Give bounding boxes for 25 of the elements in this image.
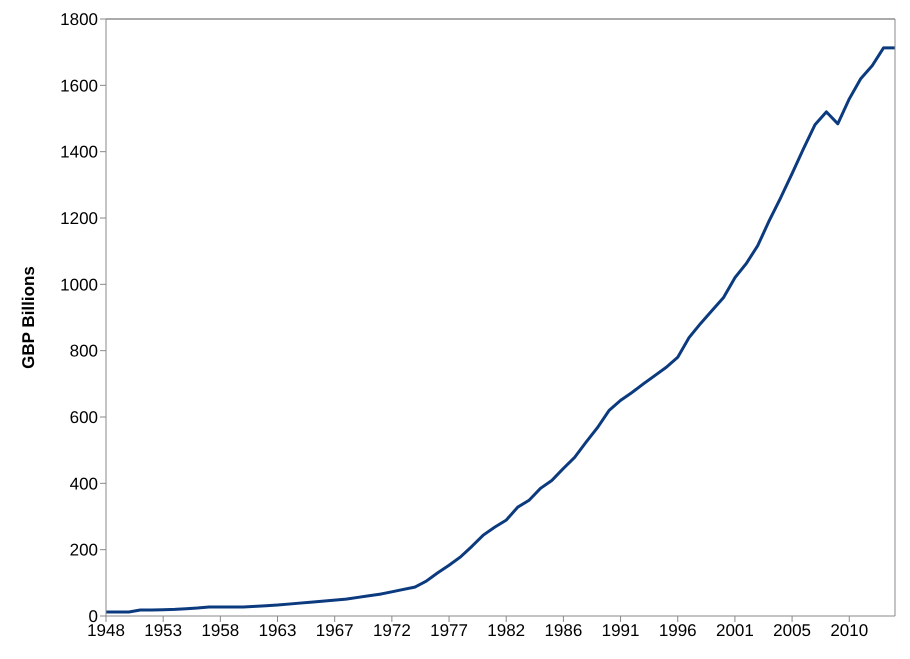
line-series <box>106 46 895 614</box>
x-tick-label: 1991 <box>602 621 640 640</box>
x-tick-label: 1948 <box>87 621 125 640</box>
y-tick-label: 1000 <box>60 275 98 294</box>
y-tick-label: 200 <box>70 540 98 560</box>
y-tick-label: 600 <box>70 408 98 428</box>
y-tick-label: 1800 <box>60 10 98 30</box>
x-tick-label: 1967 <box>316 621 354 640</box>
y-tick-label: 1400 <box>60 142 98 162</box>
x-tick-label: 2005 <box>773 621 811 640</box>
x-tick-label: 1996 <box>658 621 697 640</box>
x-tick-label: 1986 <box>544 621 582 640</box>
y-tick-label: 400 <box>70 474 98 494</box>
x-tick-label: 1972 <box>372 621 411 640</box>
y-tick-label: 800 <box>70 342 98 361</box>
y-axis-title: GBP Billions <box>19 266 38 369</box>
x-tick-label: 1958 <box>201 621 240 640</box>
y-tick-label: 1600 <box>60 76 98 96</box>
y-tick-label: 1200 <box>60 209 98 228</box>
x-tick-label: 2001 <box>716 621 754 640</box>
x-tick-label: 2010 <box>830 621 868 640</box>
x-tick-label: 1977 <box>430 621 468 640</box>
x-tick-label: 1982 <box>487 621 526 640</box>
x-tick-label: 1953 <box>144 621 182 640</box>
x-tick-label: 1963 <box>258 621 296 640</box>
